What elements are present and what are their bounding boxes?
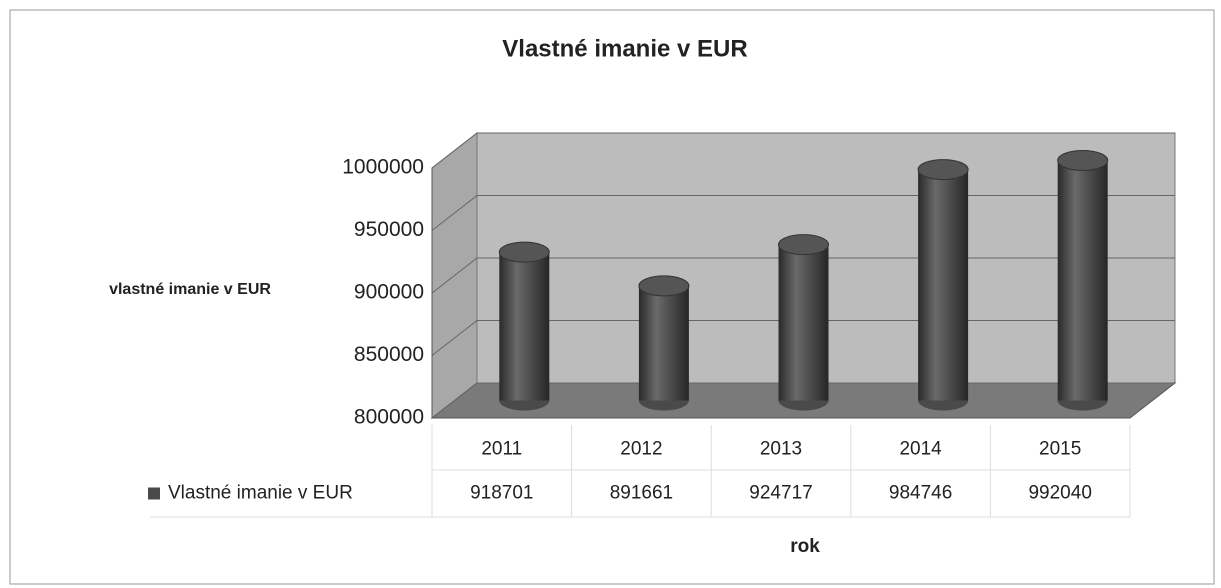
cylinder-top: [498, 241, 550, 263]
chart-title: Vlastné imanie v EUR: [502, 35, 747, 62]
table-value: 984746: [889, 483, 952, 504]
y-tick-label: 850000: [354, 343, 424, 366]
cylinder: [638, 275, 690, 411]
cylinder: [498, 241, 550, 411]
y-tick-label: 800000: [354, 406, 424, 429]
table-value: 924717: [749, 483, 812, 504]
bar: [918, 169, 969, 401]
bar: [778, 244, 829, 401]
bar: [1057, 160, 1108, 401]
bar: [638, 285, 689, 401]
cylinder: [1057, 149, 1109, 411]
cylinder-top: [1057, 149, 1109, 171]
y-axis-label: vlastné imanie v EUR: [109, 281, 271, 298]
cylinder-top: [638, 275, 690, 297]
x-tick-label: 2015: [1039, 439, 1081, 460]
x-tick-label: 2011: [481, 439, 522, 460]
cylinder-top: [917, 159, 969, 181]
x-tick-label: 2012: [620, 439, 662, 460]
bar: [499, 252, 550, 401]
cylinder-top: [778, 234, 829, 256]
x-axis-label: rok: [790, 536, 820, 557]
legend-swatch: [148, 487, 160, 500]
table-value: 918701: [470, 483, 533, 504]
grid-line: [431, 132, 1175, 169]
legend-label: Vlastné imanie v EUR: [168, 483, 353, 504]
cylinder: [917, 159, 969, 411]
y-tick-label: 950000: [354, 218, 424, 241]
y-tick-label: 900000: [354, 281, 424, 304]
table-value: 891661: [610, 483, 673, 504]
cylinder: [778, 234, 829, 411]
x-tick-label: 2013: [760, 439, 802, 460]
y-tick-label: 1000000: [342, 156, 424, 179]
table-value: 992040: [1028, 483, 1091, 504]
x-tick-label: 2014: [899, 439, 942, 460]
